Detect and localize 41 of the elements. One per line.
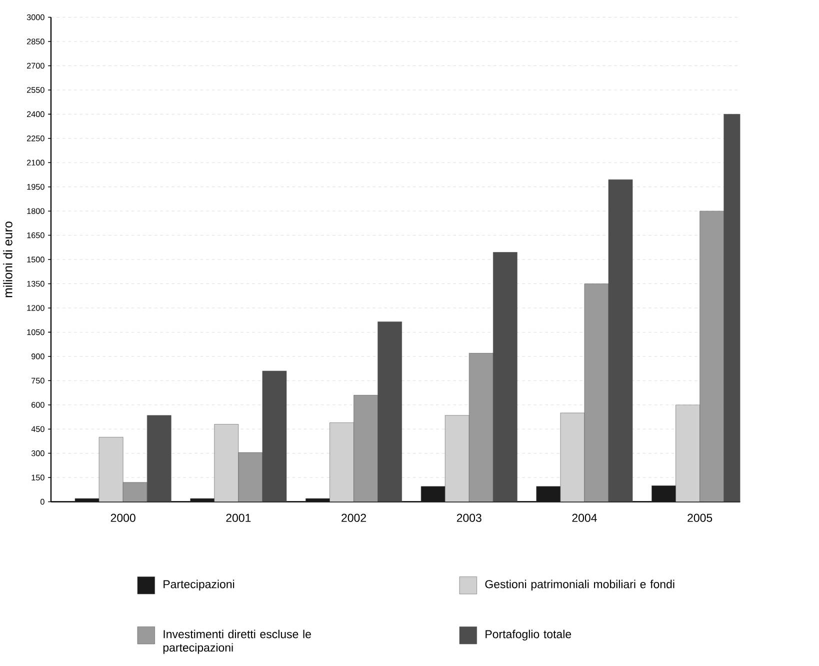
y-tick-label: 2100 xyxy=(27,160,44,166)
legend-label: Investimenti diretti escluse le partecipazioni xyxy=(163,630,311,654)
y-axis-title: milioni di euro xyxy=(3,222,12,298)
bar xyxy=(652,485,676,502)
legend-label: Gestioni patrimoniali mobiliari e fondi xyxy=(485,580,674,590)
y-tick-label: 1650 xyxy=(27,232,44,238)
y-tick-label: 2850 xyxy=(27,38,44,44)
y-tick-label: 3000 xyxy=(26,14,44,20)
x-tick-label: 2004 xyxy=(572,514,597,522)
x-tick-label: 2003 xyxy=(456,514,482,522)
bar xyxy=(238,452,263,502)
y-tick-label: 600 xyxy=(32,402,44,408)
y-tick-label: 1050 xyxy=(27,329,44,336)
bar xyxy=(420,486,446,502)
y-tick-label: 900 xyxy=(32,353,44,360)
x-tick-label: 2001 xyxy=(226,514,251,522)
bar xyxy=(468,352,494,502)
y-tick-label: 1500 xyxy=(27,256,44,262)
bar xyxy=(444,415,470,502)
bar xyxy=(122,482,148,502)
bar xyxy=(354,394,378,502)
y-tick-label: 2400 xyxy=(27,111,44,117)
y-tick-label: 0 xyxy=(40,498,44,505)
y-tick-label: 1800 xyxy=(27,208,44,214)
y-tick-label: 1950 xyxy=(27,184,44,190)
y-tick-label: 450 xyxy=(31,426,44,432)
bar xyxy=(584,284,609,502)
x-tick-label: 2005 xyxy=(688,514,712,522)
y-tick-label: 2550 xyxy=(27,87,44,93)
y-tick-label: 2250 xyxy=(27,135,44,142)
legend-label: Partecipazioni xyxy=(164,580,234,590)
y-tick-label: 150 xyxy=(32,474,44,480)
y-tick-label: 300 xyxy=(31,450,44,456)
y-tick-label: 2700 xyxy=(27,62,44,69)
bar xyxy=(536,486,561,502)
y-tick-label: 750 xyxy=(32,378,44,384)
legend-label: Portafoglio totale xyxy=(486,630,572,640)
x-tick-label: 2002 xyxy=(342,514,366,522)
x-tick-label: 2000 xyxy=(110,514,136,522)
y-tick-label: 1200 xyxy=(27,305,44,311)
y-tick-label: 1350 xyxy=(27,280,44,287)
